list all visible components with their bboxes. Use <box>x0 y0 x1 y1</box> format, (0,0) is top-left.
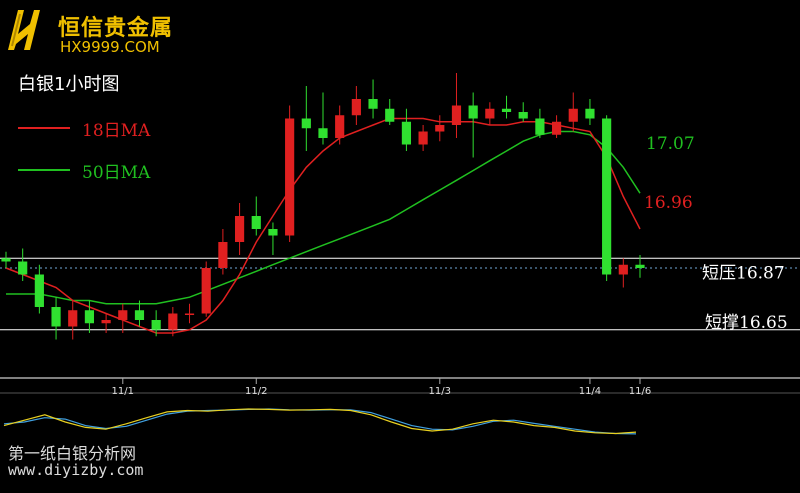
brand-name: 恒信贵金属 <box>58 16 174 41</box>
candle-body <box>68 310 78 327</box>
ma50-line <box>6 130 641 305</box>
candle-body <box>251 216 261 229</box>
candle-body <box>485 108 495 119</box>
legend-ma18: 18日MA <box>18 118 151 141</box>
candle-body <box>1 258 11 262</box>
watermark-text: 第一纸白银分析网 <box>8 444 137 463</box>
candle-body <box>184 313 195 315</box>
candle-body <box>518 112 528 119</box>
watermark-url: www.diyizby.com <box>8 461 144 479</box>
x-tick-label: 11/2 <box>245 386 267 397</box>
candle-body <box>385 108 395 122</box>
candle-body <box>18 261 28 275</box>
legend-ma50-label: 50日MA <box>82 162 151 183</box>
ma18-line <box>5 117 641 334</box>
candle-body <box>602 118 612 275</box>
candle-body <box>34 274 44 307</box>
candle-body <box>218 242 228 268</box>
candle-body <box>318 128 328 138</box>
candle-body <box>51 307 61 327</box>
candle-body <box>335 115 345 138</box>
legend-ma18-swatch <box>18 127 70 129</box>
x-tick-label: 11/1 <box>112 386 134 397</box>
ma50-end-label: 17.07 <box>646 134 695 154</box>
candle-body <box>118 310 128 320</box>
legend-ma18-label: 18日MA <box>82 120 151 141</box>
candle-body <box>268 229 278 236</box>
candle-body <box>535 118 545 135</box>
candle-body <box>468 105 478 119</box>
candle-body <box>201 268 211 314</box>
candle-body <box>568 108 578 122</box>
candle-body <box>285 118 295 236</box>
candle-body <box>84 310 95 324</box>
candle-body <box>501 108 512 112</box>
candle-body <box>134 310 145 320</box>
candle-body <box>101 320 111 324</box>
candle-body <box>151 320 161 330</box>
legend-ma50-swatch <box>18 169 70 171</box>
candle-body <box>551 121 562 135</box>
candle-body <box>168 313 178 330</box>
candle-body <box>401 121 412 145</box>
candle-body <box>418 131 428 145</box>
resistance-label: 短压16.87 <box>702 263 785 283</box>
candle-body <box>585 108 595 119</box>
x-tick-label: 11/6 <box>629 386 651 397</box>
candle-body <box>451 105 462 125</box>
candle-body <box>618 264 628 275</box>
candle-body <box>351 99 361 116</box>
oscillator-line-a <box>3 408 637 435</box>
support-label: 短撑16.65 <box>705 313 788 333</box>
candle-body <box>635 264 645 268</box>
candle-body <box>301 118 311 129</box>
x-tick-label: 11/3 <box>429 386 451 397</box>
brand-url: HX9999.COM <box>60 38 160 56</box>
x-tick-label: 11/4 <box>579 386 601 397</box>
oscillator-line-b <box>3 408 637 435</box>
hx-logo-icon <box>8 10 40 50</box>
chart-title: 白银1小时图 <box>18 74 120 95</box>
candle-body <box>234 216 245 242</box>
candle-body <box>435 125 445 132</box>
legend-ma50: 50日MA <box>18 160 151 183</box>
ma18-end-label: 16.96 <box>644 193 693 213</box>
candle-body <box>368 99 378 109</box>
